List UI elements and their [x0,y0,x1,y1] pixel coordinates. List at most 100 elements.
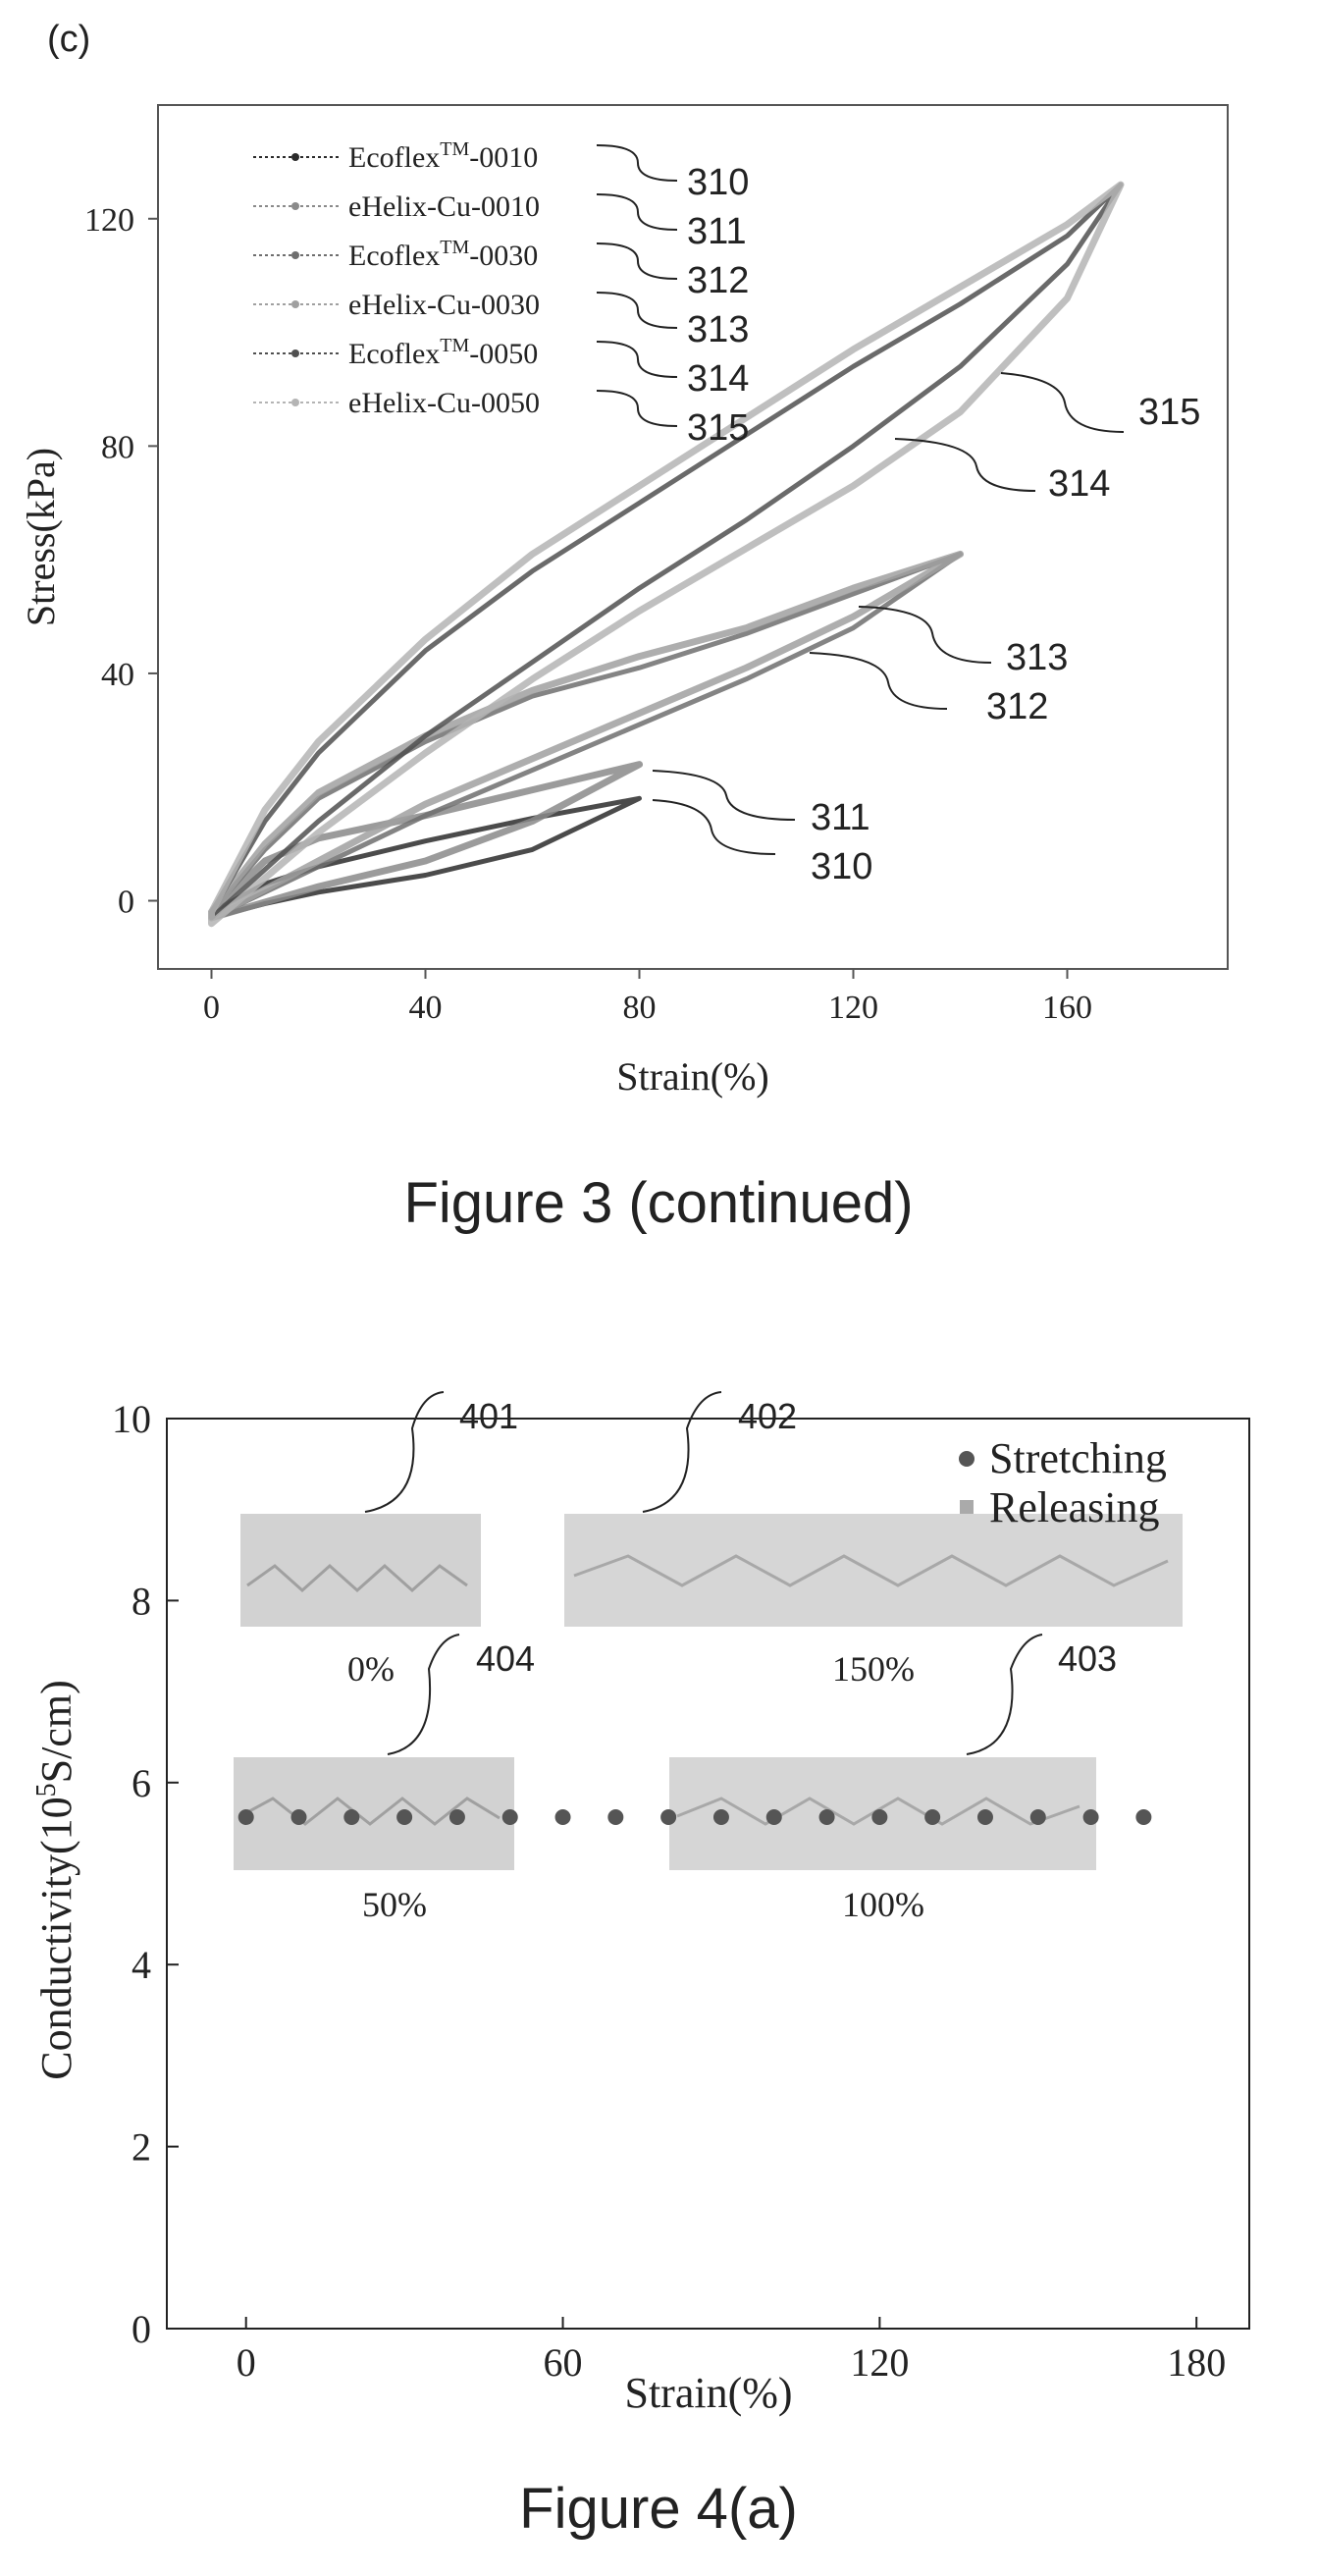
x-tick-label-4a: 180 [1167,2340,1226,2385]
curve-callout-label: 313 [1006,637,1068,678]
hysteresis-loop-4 [208,550,964,922]
data-point-stretching [871,1809,888,1826]
data-point-stretching [712,1809,729,1826]
y-axis-title-4a: Conductivity(105S/cm) [31,1680,80,2080]
callout-leader [596,292,678,329]
curve-callout-label: 315 [1138,392,1200,433]
curve-callout-leader [1000,372,1125,433]
legend-marker [291,349,299,357]
legend-label-stretching: Stretching [989,1434,1167,1482]
inset-ref-401: 401 [459,1396,518,1436]
data-point-stretching [501,1809,518,1826]
data-point-stretching [396,1809,413,1826]
legend-marker-releasing [960,1500,974,1514]
legend-c: EcoflexTM-0010 eHelix-Cu-0010 EcoflexTM-00… [253,138,540,419]
data-point-stretching [237,1809,254,1826]
inset-leaders [364,1391,1043,1755]
data-point-stretching [554,1809,571,1826]
legend-marker [291,300,299,308]
callout-leader [596,341,678,378]
legend-marker-stretching [959,1451,975,1467]
figure-3c: (c) 0 40 80 120 160 0 40 80 120 EcoflexTM-0010 eH… [19,19,1229,1235]
callout-leader [596,390,678,427]
caption-figure-4a: Figure 4(a) [519,2477,798,2541]
axis-ticks-4a: 0 60 120 180 0 2 4 6 8 10 [112,1397,1226,2385]
x-tick-label-c: 0 [203,990,220,1026]
x-tick-label-c: 120 [828,990,878,1026]
x-axis-title-c: Strain(%) [616,1054,769,1099]
data-point-stretching [1029,1809,1046,1826]
curves-c [208,181,1125,928]
x-tick-label-4a: 120 [850,2340,909,2385]
data-point-stretching [343,1809,360,1826]
y-tick-label-c: 120 [84,202,134,239]
x-tick-label-c: 40 [409,990,443,1026]
curve-callout-label: 314 [1048,463,1110,505]
callout-leader [596,242,678,280]
legend-marker [291,153,299,161]
y-tick-label-c: 40 [101,657,134,693]
legend-4a: Stretching Releasing [959,1434,1167,1531]
legend-marker [291,399,299,406]
callout-label: 315 [687,407,749,449]
data-point-stretching [607,1809,624,1826]
x-tick-label-c: 160 [1042,990,1092,1026]
inset-ref-404: 404 [476,1638,535,1679]
callout-label: 314 [687,358,749,400]
y-axis-title-c: Stress(kPa) [19,448,63,626]
plot-frame-4a [166,1418,1250,2330]
figure-4a: 0 60 120 180 0 2 4 6 8 10 401 402 404 403 [31,1391,1250,2541]
inset-photo-50pct [234,1757,514,1870]
legend-entry: EcoflexTM-0030 [348,237,538,272]
legend-entry: EcoflexTM-0050 [348,335,538,370]
data-point-stretching [448,1809,465,1826]
data-point-stretching [976,1809,993,1826]
inset-ref-403: 403 [1058,1638,1117,1679]
callout-label: 311 [687,211,747,252]
callouts-c: 310 311 312 313 314 315 315 314 313 312 311 310 [596,144,1200,887]
curve-callout-leader [652,799,776,855]
curve-callout-label: 310 [811,846,872,887]
curve-callout-leader [809,652,948,710]
callout-leader [596,193,678,231]
legend-marker [291,202,299,210]
y-tick-label-c: 80 [101,429,134,465]
inset-ref-402: 402 [738,1396,797,1436]
inset-photo-0pct [240,1514,481,1627]
callout-label: 310 [687,162,749,203]
data-point-stretching [765,1809,782,1826]
data-point-stretching [818,1809,835,1826]
y-tick-label-4a: 0 [132,2307,151,2351]
y-tick-label-4a: 4 [132,1943,151,1987]
callout-label: 312 [687,260,749,301]
callout-label: 313 [687,309,749,350]
inset-photo-150pct [564,1514,1183,1627]
axis-ticks-c: 0 40 80 120 160 0 40 80 120 [84,202,1092,1026]
legend-label-releasing: Releasing [989,1483,1160,1531]
plot-frame-c [157,104,1229,970]
curve-callout-leader [894,438,1036,492]
curve-callout-leader [652,770,796,821]
legend-entry: EcoflexTM-0010 [348,138,538,174]
legend-marker [291,251,299,259]
panel-label: (c) [47,19,90,60]
y-tick-label-4a: 8 [132,1579,151,1623]
inset-strain-100: 100% [842,1885,924,1924]
curve-callout-label: 312 [986,686,1048,727]
x-tick-label-c: 80 [623,990,657,1026]
data-point-stretching [290,1809,307,1826]
data-point-stretching [1135,1809,1152,1826]
inset-strain-0: 0% [347,1649,395,1689]
x-tick-label-4a: 60 [544,2340,583,2385]
x-axis-title-4a: Strain(%) [624,2369,792,2417]
data-points-4a [237,1809,1152,1826]
y-tick-label-4a: 6 [132,1761,151,1805]
x-tick-label-4a: 0 [237,2340,256,2385]
curve-callout-leader [858,606,992,664]
legend-entry: eHelix-Cu-0010 [348,190,540,223]
curve-callout-label: 311 [811,797,870,838]
inset-strain-150: 150% [832,1649,915,1689]
hysteresis-loop-6 [208,181,1125,928]
callout-leader [596,144,678,182]
